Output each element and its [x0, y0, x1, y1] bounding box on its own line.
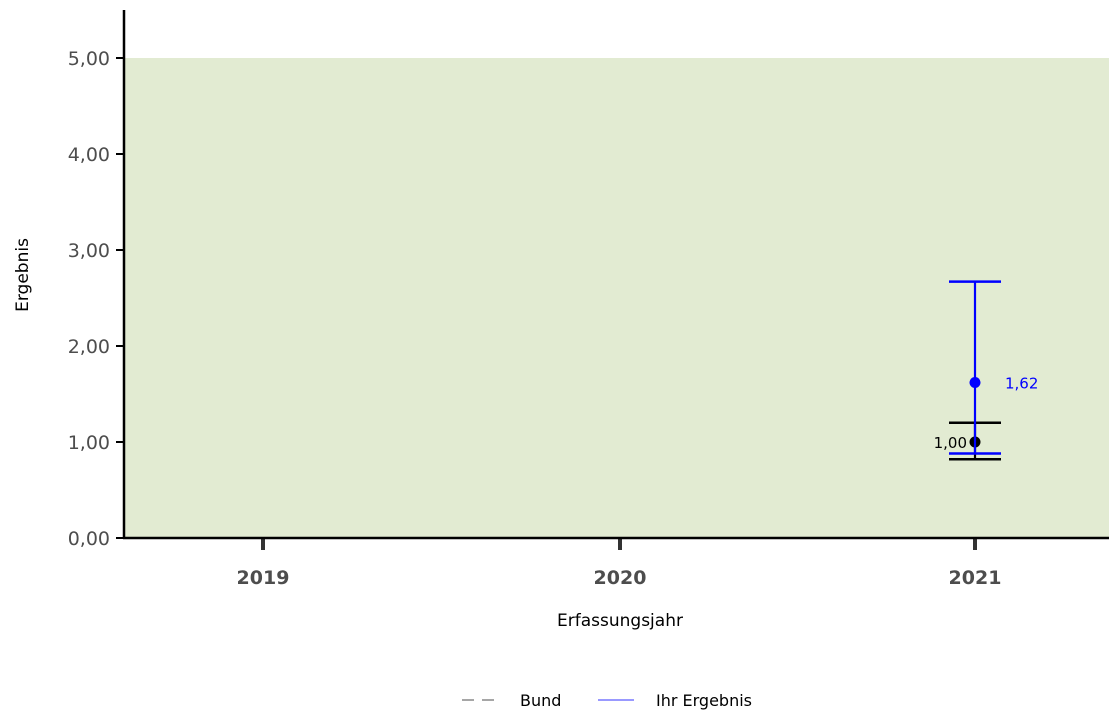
legend-item-0: Bund — [462, 691, 561, 710]
data-label: 1,00 — [934, 434, 967, 452]
data-point — [969, 376, 981, 388]
data-label: 1,62 — [1005, 374, 1038, 392]
y-tick-label: 3,00 — [68, 240, 110, 262]
x-tick-label: 2019 — [237, 567, 290, 589]
x-tick-label: 2021 — [949, 567, 1002, 589]
y-tick-label: 4,00 — [68, 144, 110, 166]
series-1: 1,62 — [949, 280, 1038, 455]
series-layer: 1,00 1,62 — [934, 280, 1038, 461]
x-tick-label: 2020 — [594, 567, 647, 589]
legend-label: Bund — [520, 691, 561, 710]
y-axis-title: Ergebnis — [13, 238, 33, 312]
x-axis-title: Erfassungsjahr — [557, 611, 683, 631]
legend-item-1: Ihr Ergebnis — [598, 691, 752, 710]
y-tick-label: 1,00 — [68, 432, 110, 454]
legend: Bund Ihr Ergebnis — [462, 691, 752, 710]
x-axis-ticks: 2019 2020 2021 — [237, 538, 1002, 589]
y-tick-label: 2,00 — [68, 336, 110, 358]
y-axis-ticks: 0,00 1,00 2,00 3,00 4,00 5,00 — [68, 48, 124, 550]
y-tick-label: 5,00 — [68, 48, 110, 70]
y-tick-label: 0,00 — [68, 528, 110, 550]
plot-band — [124, 58, 1109, 538]
legend-label: Ihr Ergebnis — [656, 691, 752, 710]
